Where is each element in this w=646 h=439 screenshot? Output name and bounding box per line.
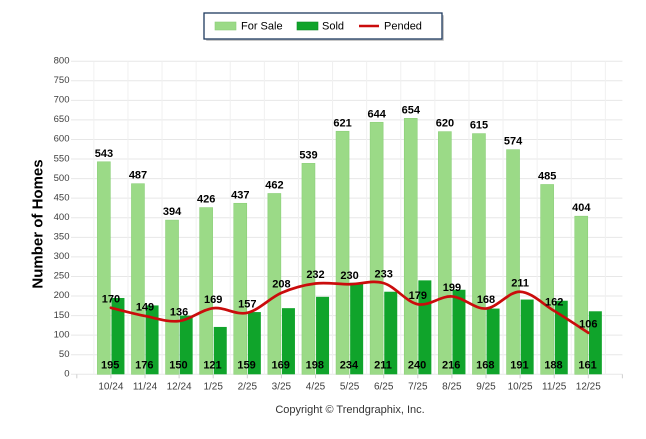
svg-text:5/25: 5/25 — [340, 382, 360, 393]
svg-text:350: 350 — [54, 232, 70, 243]
svg-text:644: 644 — [368, 108, 387, 120]
svg-text:426: 426 — [197, 194, 215, 206]
svg-text:100: 100 — [54, 329, 70, 340]
svg-text:50: 50 — [59, 349, 70, 360]
svg-text:169: 169 — [272, 359, 290, 371]
svg-text:211: 211 — [511, 277, 529, 289]
svg-text:300: 300 — [54, 251, 70, 262]
svg-text:240: 240 — [408, 359, 426, 371]
svg-text:208: 208 — [272, 278, 290, 290]
svg-text:3/25: 3/25 — [272, 382, 292, 393]
svg-text:12/25: 12/25 — [576, 382, 601, 393]
svg-text:0: 0 — [64, 369, 69, 380]
svg-text:170: 170 — [102, 293, 120, 305]
svg-text:11/24: 11/24 — [133, 382, 158, 393]
svg-text:10/24: 10/24 — [98, 382, 123, 393]
svg-text:176: 176 — [135, 359, 153, 371]
svg-text:150: 150 — [169, 359, 187, 371]
svg-text:450: 450 — [54, 192, 70, 203]
svg-text:169: 169 — [204, 294, 222, 306]
svg-text:Sold: Sold — [322, 21, 344, 33]
svg-text:500: 500 — [54, 173, 70, 184]
svg-text:462: 462 — [265, 179, 283, 191]
svg-text:234: 234 — [340, 359, 359, 371]
svg-text:216: 216 — [442, 359, 460, 371]
svg-text:161: 161 — [578, 359, 596, 371]
svg-text:195: 195 — [101, 359, 119, 371]
svg-text:188: 188 — [544, 359, 562, 371]
svg-text:179: 179 — [409, 290, 427, 302]
svg-text:150: 150 — [54, 310, 70, 321]
svg-text:487: 487 — [129, 170, 147, 182]
svg-text:394: 394 — [163, 206, 182, 218]
svg-text:121: 121 — [203, 359, 221, 371]
svg-text:550: 550 — [54, 153, 70, 164]
svg-text:168: 168 — [477, 294, 495, 306]
svg-text:106: 106 — [579, 318, 597, 330]
svg-text:Pended: Pended — [384, 21, 422, 33]
svg-text:250: 250 — [54, 271, 70, 282]
svg-text:10/25: 10/25 — [508, 382, 533, 393]
svg-text:200: 200 — [54, 290, 70, 301]
svg-text:Copyright © Trendgraphix, Inc.: Copyright © Trendgraphix, Inc. — [275, 404, 424, 416]
svg-text:6/25: 6/25 — [374, 382, 394, 393]
svg-text:191: 191 — [510, 359, 528, 371]
svg-text:136: 136 — [170, 307, 188, 319]
svg-text:232: 232 — [306, 269, 324, 281]
svg-text:230: 230 — [340, 270, 358, 282]
svg-text:Number of Homes: Number of Homes — [30, 159, 47, 288]
svg-text:198: 198 — [306, 359, 324, 371]
svg-text:750: 750 — [54, 75, 70, 86]
svg-text:199: 199 — [443, 282, 461, 294]
svg-text:620: 620 — [436, 118, 454, 130]
svg-text:654: 654 — [402, 104, 421, 116]
svg-text:211: 211 — [374, 359, 392, 371]
svg-text:615: 615 — [470, 120, 488, 132]
svg-text:437: 437 — [231, 189, 249, 201]
svg-text:485: 485 — [538, 170, 556, 182]
svg-text:162: 162 — [545, 297, 563, 309]
svg-text:233: 233 — [375, 269, 393, 281]
svg-text:621: 621 — [333, 117, 351, 129]
svg-text:539: 539 — [299, 149, 317, 161]
svg-text:149: 149 — [136, 302, 154, 314]
svg-text:1/25: 1/25 — [203, 382, 223, 393]
svg-text:800: 800 — [54, 55, 70, 66]
svg-text:2/25: 2/25 — [238, 382, 258, 393]
svg-text:168: 168 — [476, 359, 494, 371]
svg-text:400: 400 — [54, 212, 70, 223]
svg-text:9/25: 9/25 — [476, 382, 496, 393]
svg-text:7/25: 7/25 — [408, 382, 428, 393]
svg-text:600: 600 — [54, 134, 70, 145]
svg-text:4/25: 4/25 — [306, 382, 326, 393]
svg-text:157: 157 — [238, 298, 256, 310]
svg-text:543: 543 — [95, 148, 113, 160]
svg-text:700: 700 — [54, 95, 70, 106]
svg-text:12/24: 12/24 — [167, 382, 192, 393]
svg-text:574: 574 — [504, 136, 523, 148]
svg-text:650: 650 — [54, 114, 70, 125]
svg-text:For Sale: For Sale — [241, 21, 283, 33]
svg-text:8/25: 8/25 — [442, 382, 462, 393]
svg-text:159: 159 — [237, 359, 255, 371]
svg-text:404: 404 — [572, 202, 591, 214]
svg-text:11/25: 11/25 — [542, 382, 567, 393]
